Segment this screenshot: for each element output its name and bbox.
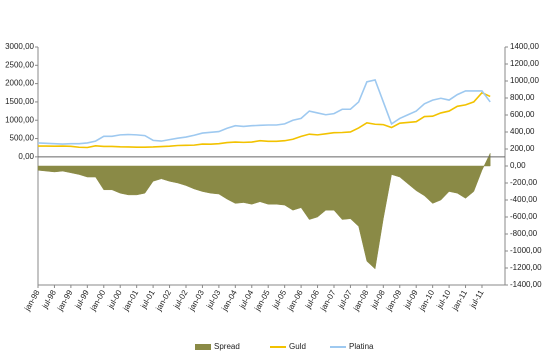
y2-tick-label: -1400,00 xyxy=(510,280,542,289)
y-tick-label: 0,00 xyxy=(18,152,34,161)
x-tick-label: jan-99 xyxy=(55,288,75,313)
x-tick-label: jan-98 xyxy=(22,288,42,313)
y2-tick-label: 0,00 xyxy=(510,161,526,170)
y2-tick-label: -1200,00 xyxy=(510,263,542,272)
y-tick-label: 1500,00 xyxy=(5,97,34,106)
y2-tick-label: -600,00 xyxy=(510,212,538,221)
x-tick-label: jan-07 xyxy=(318,288,338,313)
y2-tick-label: 200,00 xyxy=(510,144,535,153)
x-tick-label: jan-01 xyxy=(121,288,141,313)
y-tick-label: 3000,00 xyxy=(5,42,34,51)
spread-area xyxy=(37,153,491,270)
legend-label: Platina xyxy=(349,342,374,351)
legend-label: Guld xyxy=(289,342,306,351)
x-tick-label: jan-09 xyxy=(384,288,404,313)
y-tick-label: 500,00 xyxy=(10,134,35,143)
x-tick-label: jan-02 xyxy=(154,288,174,313)
series-line xyxy=(37,79,491,145)
y-tick-label: 2500,00 xyxy=(5,60,34,69)
y2-tick-label: 1400,00 xyxy=(510,42,539,51)
legend-swatch xyxy=(195,344,211,350)
legend-label: Spread xyxy=(214,342,240,351)
x-tick-label: jan-04 xyxy=(219,288,239,313)
x-tick-label: jan-11 xyxy=(450,288,469,313)
y2-tick-label: 1000,00 xyxy=(510,76,539,85)
series-line xyxy=(38,91,491,149)
x-tick-label: jan-05 xyxy=(252,288,272,313)
y2-tick-label: 800,00 xyxy=(510,93,535,102)
y2-tick-label: -1000,00 xyxy=(510,246,542,255)
x-tick-label: jul-11 xyxy=(468,288,486,310)
x-tick-label: jan-03 xyxy=(187,288,207,313)
x-tick-label: jan-10 xyxy=(417,288,437,313)
y2-tick-label: 1200,00 xyxy=(510,59,539,68)
x-tick-label: jan-00 xyxy=(88,288,108,313)
y-tick-label: 1000,00 xyxy=(5,115,34,124)
x-tick-label: jan-08 xyxy=(351,288,371,313)
y2-tick-label: 400,00 xyxy=(510,127,535,136)
y2-tick-label: -400,00 xyxy=(510,195,538,204)
x-tick-label: jan-06 xyxy=(285,288,305,313)
y2-tick-label: -200,00 xyxy=(510,178,538,187)
y2-tick-label: 600,00 xyxy=(510,110,535,119)
y-tick-label: 2000,00 xyxy=(5,79,34,88)
y2-tick-label: -800,00 xyxy=(510,229,538,238)
